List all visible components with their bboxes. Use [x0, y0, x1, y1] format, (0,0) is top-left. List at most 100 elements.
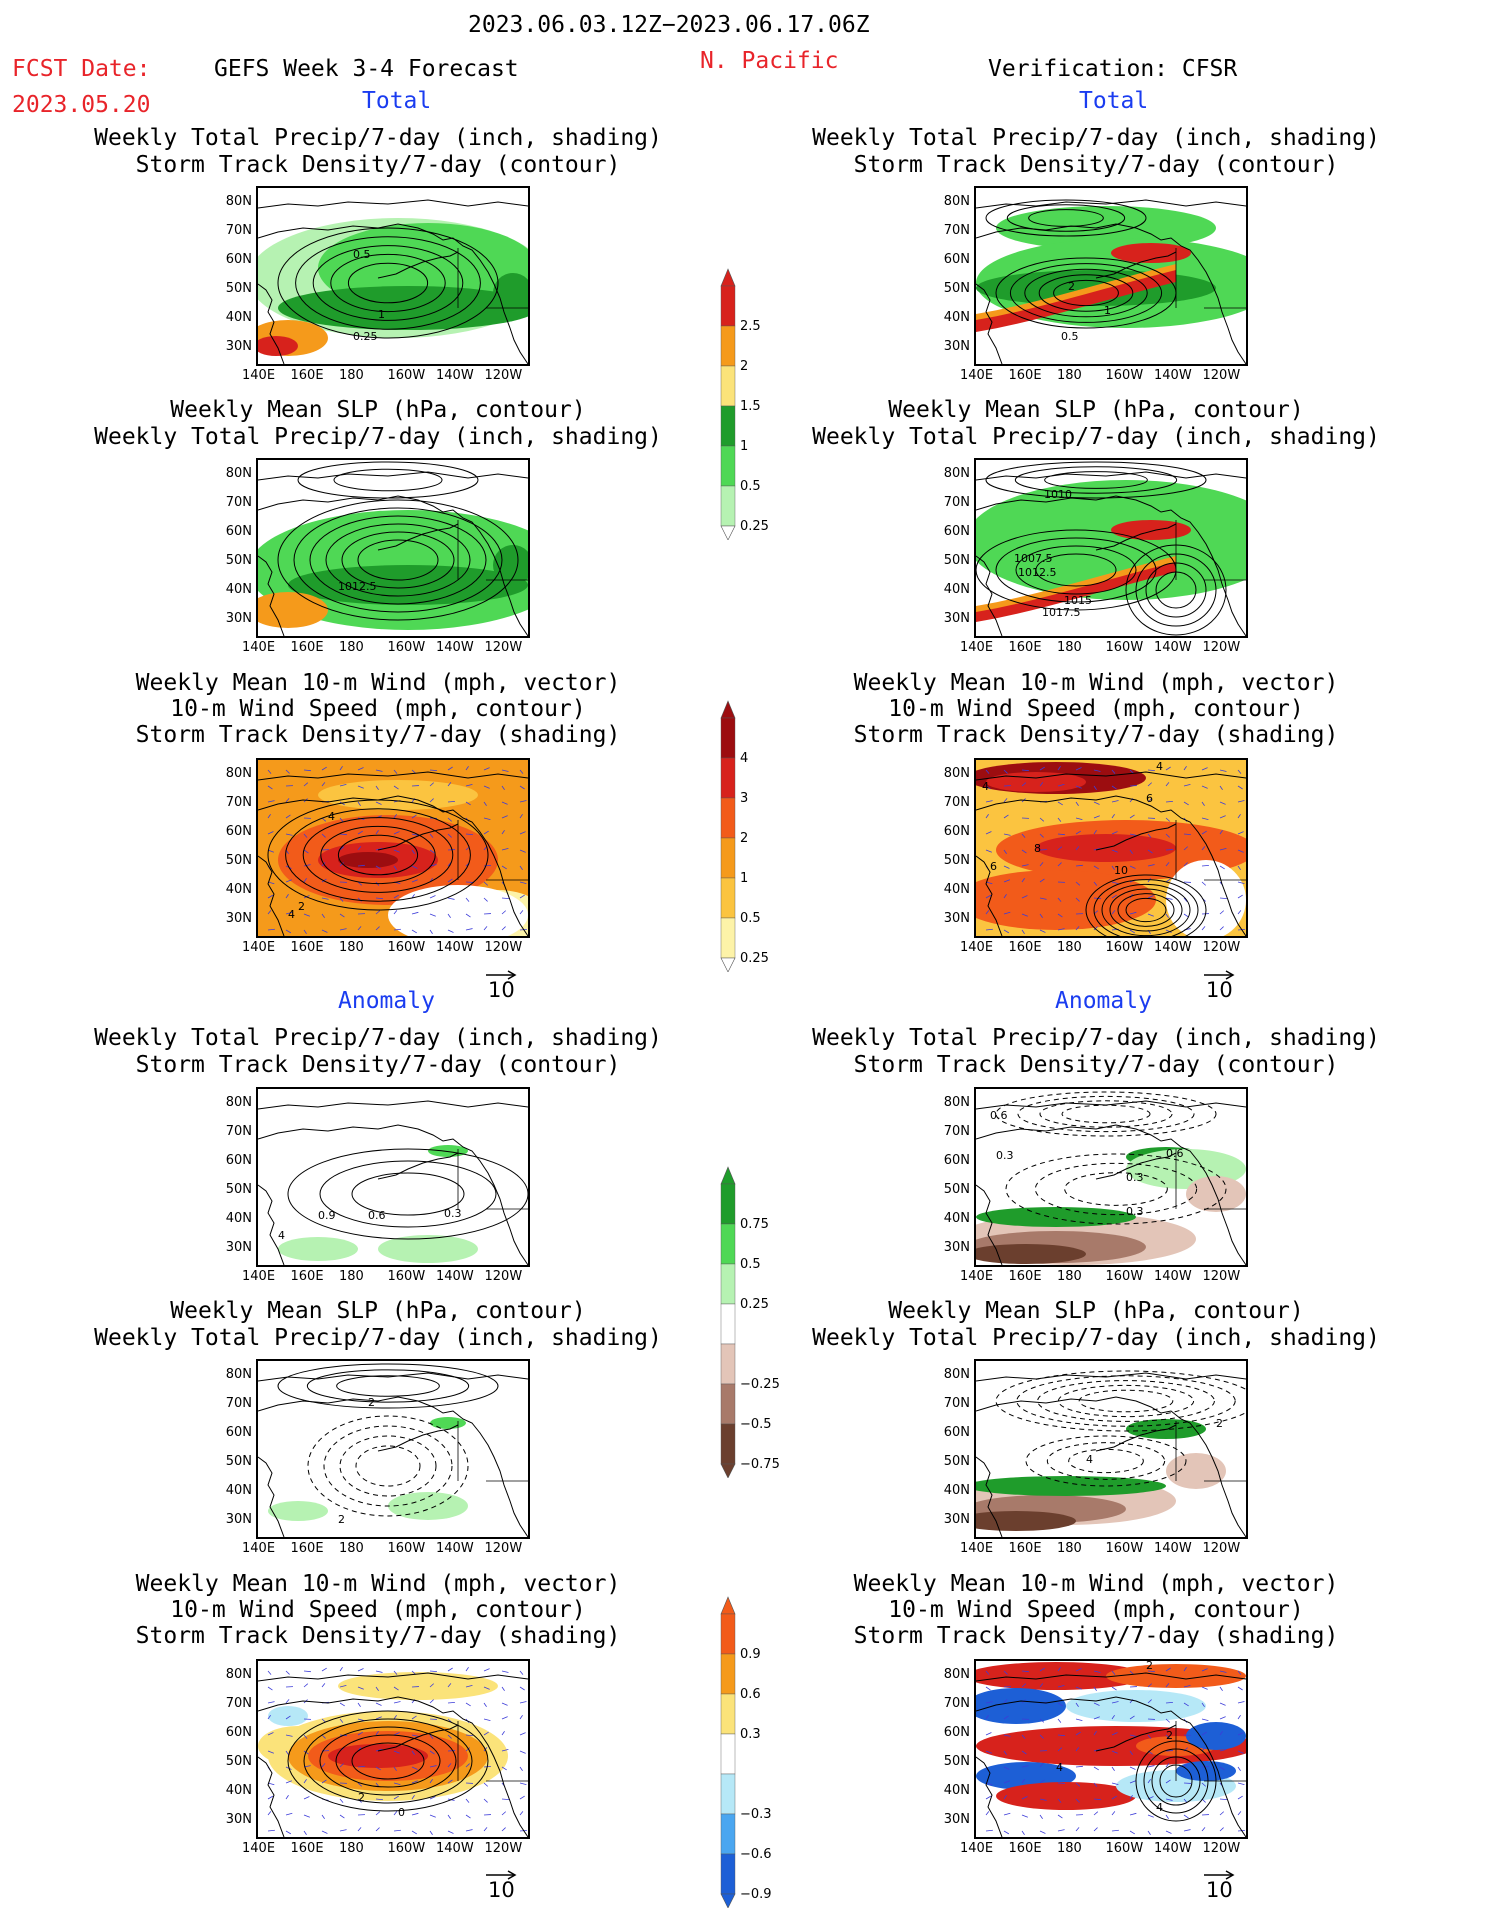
- section-anomaly-left: Anomaly: [338, 988, 435, 1014]
- colorbar-swatch: [720, 1653, 736, 1695]
- fcst-date-value: 2023.05.20: [12, 92, 151, 118]
- colorbar-swatch: [720, 325, 736, 367]
- contour-label: 1012.5: [338, 580, 377, 593]
- colorbar-swatch: [720, 1183, 736, 1225]
- title-p3-line1: Weekly Mean SLP (hPa, contour): [170, 397, 586, 423]
- lon-tick-label: 140W: [436, 1541, 474, 1556]
- colorbar-label: 0.5: [740, 911, 761, 926]
- title-p11-line1: Weekly Mean 10-m Wind (mph, vector): [135, 1571, 621, 1597]
- lat-tick-label: 40N: [943, 1483, 970, 1498]
- colorbar-svg: [720, 700, 736, 972]
- lat-tick-label: 70N: [225, 795, 252, 810]
- lat-tick-label: 40N: [943, 1783, 970, 1798]
- lon-tick-label: 160W: [1105, 1541, 1144, 1556]
- lon-tick-label: 120W: [484, 940, 523, 955]
- title-p2-line2: Storm Track Density/7-day (contour): [853, 152, 1339, 178]
- lon-tick-label: 180: [339, 1841, 364, 1856]
- lat-tick-label: 60N: [943, 1725, 970, 1740]
- colorbar-swatch: [720, 405, 736, 447]
- lon-tick-label: 120W: [1202, 1269, 1241, 1284]
- lat-tick-label: 50N: [943, 1182, 970, 1197]
- title-p2-line1: Weekly Total Precip/7-day (inch, shading…: [812, 125, 1380, 151]
- title-p10-line1: Weekly Mean SLP (hPa, contour): [888, 1298, 1304, 1324]
- contour-label: 1017.5: [1042, 606, 1081, 619]
- colorbar-label: −0.6: [740, 1847, 772, 1862]
- title-p11-line3: Storm Track Density/7-day (shading): [135, 1623, 621, 1649]
- contour-label: 2: [338, 1513, 345, 1526]
- lat-tick-label: 60N: [225, 524, 252, 539]
- map-svg: 4 8 6 10 4 6: [976, 760, 1246, 936]
- lat-tick-label: 40N: [225, 582, 252, 597]
- title-p7-line2: Storm Track Density/7-day (contour): [135, 1052, 621, 1078]
- map-svg: 2 4 2 4: [976, 1661, 1246, 1837]
- contour-label: 6: [990, 860, 997, 873]
- lon-tick-label: 180: [1057, 1541, 1082, 1556]
- title-p6-line3: Storm Track Density/7-day (shading): [853, 722, 1339, 748]
- colorbar-label: 0.6: [740, 1687, 761, 1702]
- lon-tick-label: 140W: [1154, 940, 1192, 955]
- lon-tick-label: 160E: [1008, 1541, 1042, 1556]
- title-p6-line2: 10-m Wind Speed (mph, contour): [888, 696, 1304, 722]
- lon-tick-label: 120W: [484, 1269, 523, 1284]
- contour-label: 0.9: [318, 1209, 336, 1222]
- lon-tick-label: 180: [339, 1541, 364, 1556]
- lat-tick-label: 60N: [225, 1153, 252, 1168]
- colorbar-svg: [720, 1166, 736, 1478]
- colorbar-label: 4: [740, 751, 749, 766]
- lon-tick-label: 160E: [290, 1269, 324, 1284]
- contour-label: 4: [982, 780, 989, 793]
- lat-tick-label: 40N: [943, 1211, 970, 1226]
- lat-tick-label: 80N: [943, 1667, 970, 1682]
- title-p6-line1: Weekly Mean 10-m Wind (mph, vector): [853, 670, 1339, 696]
- title-p5-line1: Weekly Mean 10-m Wind (mph, vector): [135, 670, 621, 696]
- colorbar-swatch: [720, 1853, 736, 1895]
- lon-tick-label: 120W: [1202, 1541, 1241, 1556]
- map-panel-verif-wind-storm: 4 8 6 10 4 6: [974, 758, 1248, 938]
- lon-tick-label: 140E: [960, 1841, 994, 1856]
- lat-tick-label: 30N: [943, 911, 970, 926]
- colorbar-label: −0.9: [740, 1887, 772, 1902]
- lat-tick-label: 80N: [225, 1667, 252, 1682]
- title-p1-line2: Storm Track Density/7-day (contour): [135, 152, 621, 178]
- map-panel-forecast-slp-precip: 1012.5: [256, 458, 530, 638]
- lon-tick-label: 140E: [242, 1841, 276, 1856]
- lat-tick-label: 60N: [943, 1153, 970, 1168]
- contour-label: 1015: [1064, 594, 1092, 607]
- lat-tick-label: 60N: [943, 252, 970, 267]
- title-p3-line2: Weekly Total Precip/7-day (inch, shading…: [94, 424, 662, 450]
- lon-tick-label: 180: [339, 368, 364, 383]
- title-p5-line2: 10-m Wind Speed (mph, contour): [170, 696, 586, 722]
- lat-tick-label: 80N: [943, 1095, 970, 1110]
- colorbar-swatch: [720, 1223, 736, 1265]
- contour-label: 2: [368, 1396, 375, 1409]
- contour-label: 0: [398, 1806, 405, 1819]
- colorbar-swatch: [720, 757, 736, 799]
- lon-tick-label: 160W: [387, 1841, 426, 1856]
- contour-label: 1010: [1044, 488, 1072, 501]
- lon-tick-label: 160E: [290, 940, 324, 955]
- lat-tick-label: 70N: [943, 223, 970, 238]
- vector-ref-right-anom: 10: [1202, 1866, 1236, 1902]
- contour-label: 0.5: [353, 248, 371, 261]
- lon-tick-label: 160W: [1105, 368, 1144, 383]
- contour-label: 4: [1156, 1801, 1163, 1814]
- lat-tick-label: 80N: [225, 1367, 252, 1382]
- lat-tick-label: 30N: [225, 339, 252, 354]
- lat-tick-label: 30N: [943, 1240, 970, 1255]
- lat-tick-label: 60N: [225, 824, 252, 839]
- lat-tick-label: 50N: [225, 281, 252, 296]
- lat-tick-label: 50N: [943, 1454, 970, 1469]
- colorbar-swatch: [720, 1613, 736, 1655]
- contour-label: 1007.5: [1014, 552, 1053, 565]
- lat-tick-label: 50N: [225, 1454, 252, 1469]
- lon-tick-label: 180: [1057, 368, 1082, 383]
- verification-label: Verification: CFSR: [988, 56, 1238, 82]
- lat-tick-label: 70N: [225, 1124, 252, 1139]
- map-svg: 22: [258, 1363, 528, 1537]
- map-svg: 02: [258, 1667, 528, 1837]
- lat-tick-label: 50N: [225, 1754, 252, 1769]
- colorbar-swatch: [720, 1303, 736, 1345]
- lat-tick-label: 30N: [225, 611, 252, 626]
- contour-label: 0.3: [1126, 1171, 1144, 1184]
